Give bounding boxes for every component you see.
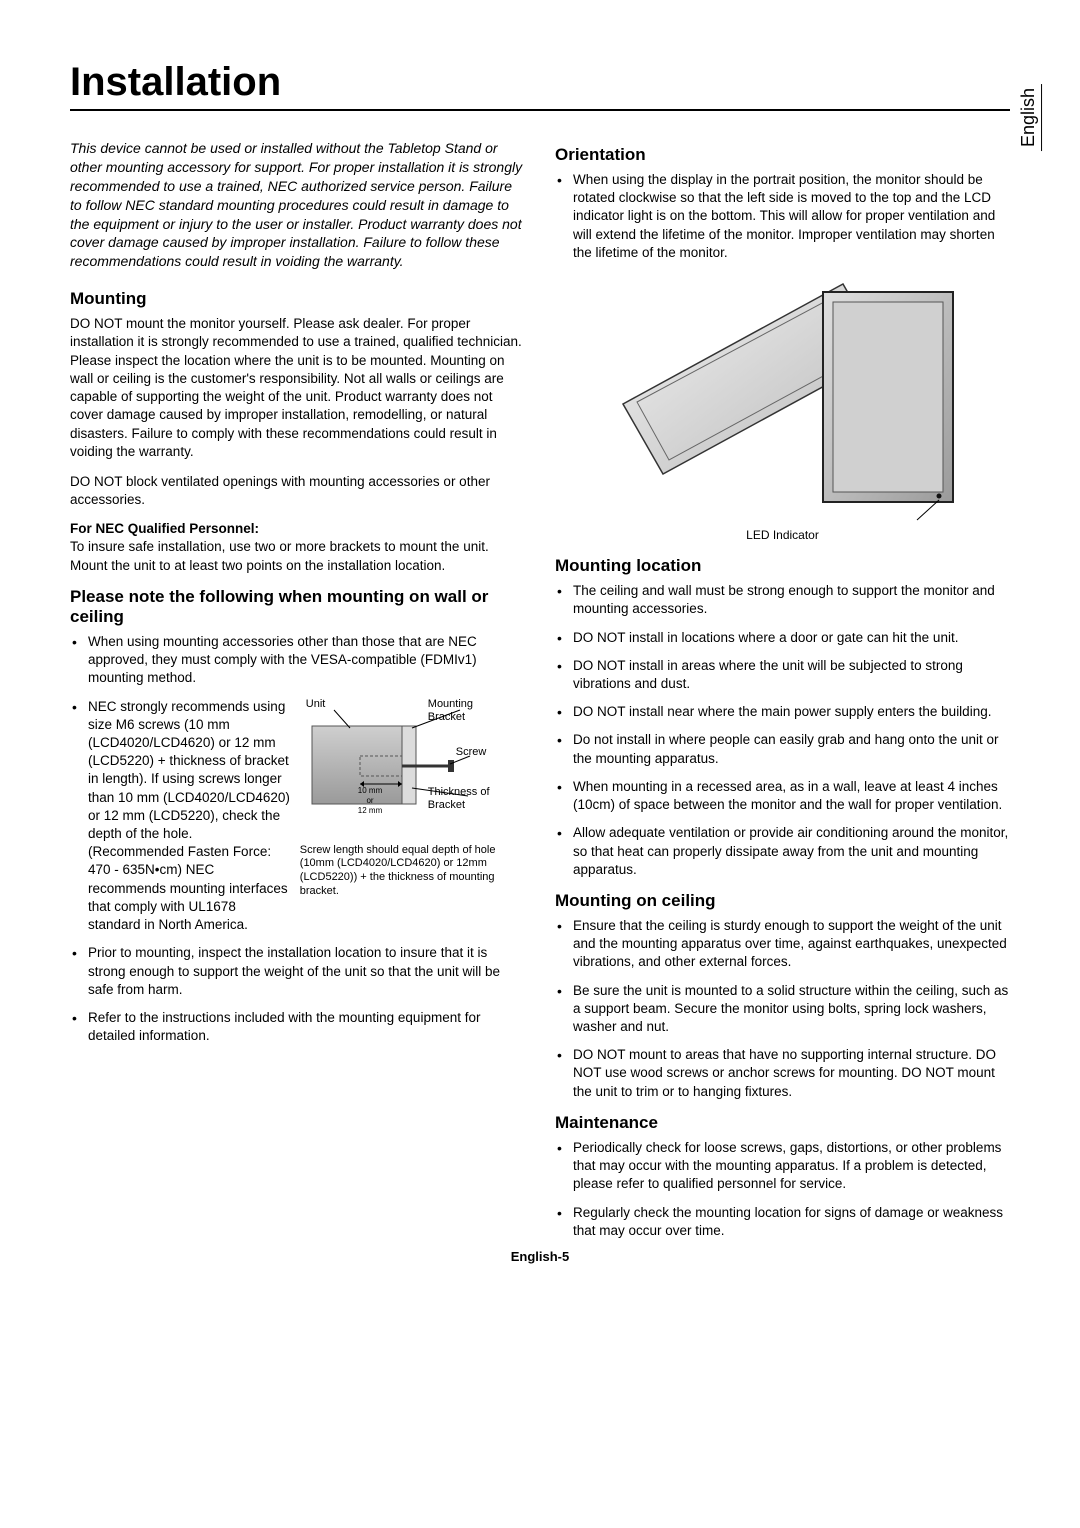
list-item: When using mounting accessories other th… [70,633,525,688]
mounting-heading: Mounting [70,289,525,309]
list-item: When mounting in a recessed area, as in … [555,778,1010,814]
list-item: NEC strongly recommends using size M6 sc… [70,698,525,935]
wall-ceiling-heading: Please note the following when mounting … [70,587,525,627]
diagram-label-dims: 10 mm or 12 mm [358,786,382,816]
nec-subheading: For NEC Qualified Personnel: [70,521,525,536]
list-item: Allow adequate ventilation or provide ai… [555,824,1010,879]
list-item: DO NOT install in areas where the unit w… [555,657,1010,693]
diagram-caption: Screw length should equal depth of hole … [300,844,525,899]
diagram-label-thickness: Thickness of Bracket [428,786,498,814]
list-item: Be sure the unit is mounted to a solid s… [555,982,1010,1037]
mounting-p1: DO NOT mount the monitor yourself. Pleas… [70,315,525,461]
page-title: Installation [70,60,1010,111]
diagram-label-bracket: Mounting Bracket [428,698,492,726]
diagram-label-unit: Unit [306,698,326,712]
mounting-ceiling-heading: Mounting on ceiling [555,891,1010,911]
mounting-location-heading: Mounting location [555,556,1010,576]
list-item: Do not install in where people can easil… [555,731,1010,767]
list-item: Periodically check for loose screws, gap… [555,1139,1010,1194]
right-column: Orientation When using the display in th… [555,139,1010,1252]
list-item: When using the display in the portrait p… [555,171,1010,262]
list-item: DO NOT mount to areas that have no suppo… [555,1046,1010,1101]
left-column: This device cannot be used or installed … [70,139,525,1252]
orientation-heading: Orientation [555,145,1010,165]
list-item: Ensure that the ceiling is sturdy enough… [555,917,1010,972]
orientation-diagram [593,274,973,524]
wall-bullets: When using mounting accessories other th… [70,633,525,1046]
list-item: DO NOT install near where the main power… [555,703,1010,721]
diagram-label-screw: Screw [456,746,487,760]
list-item: DO NOT install in locations where a door… [555,629,1010,647]
intro-warning: This device cannot be used or installed … [70,139,525,271]
screw-diagram: Unit Mounting Bracket Screw Thickness of… [300,698,525,935]
page-footer: English-5 [0,1249,1080,1264]
maintenance-heading: Maintenance [555,1113,1010,1133]
list-item: Refer to the instructions included with … [70,1009,525,1045]
list-item: The ceiling and wall must be strong enou… [555,582,1010,618]
nec-paragraph: To insure safe installation, use two or … [70,538,525,574]
list-item: Regularly check the mounting location fo… [555,1204,1010,1240]
screw-spec-text: NEC strongly recommends using size M6 sc… [88,698,292,935]
mounting-p2: DO NOT block ventilated openings with mo… [70,473,525,509]
list-item: Prior to mounting, inspect the installat… [70,944,525,999]
led-indicator-label: LED Indicator [555,528,1010,542]
language-tab: English [1018,84,1042,151]
